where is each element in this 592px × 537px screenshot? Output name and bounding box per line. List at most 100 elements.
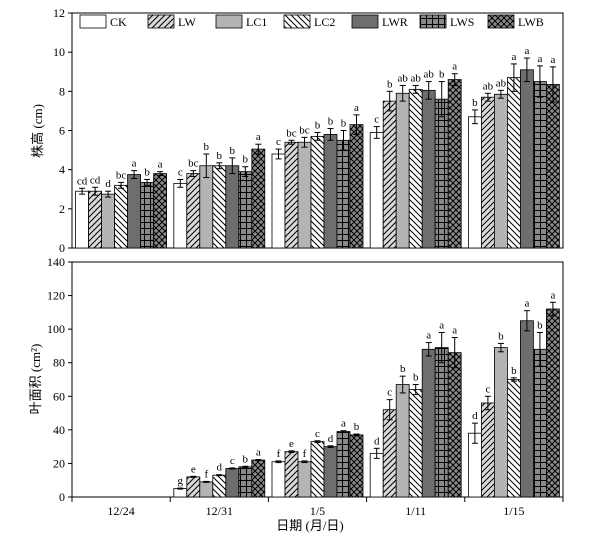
bar-lw-12-24 [88, 190, 102, 249]
bar-lc2-1-5 [310, 135, 325, 249]
significance-letter: b [243, 154, 249, 166]
legend-swatch-lw [147, 14, 175, 29]
significance-letter: a [256, 447, 261, 459]
significance-letter: a [537, 53, 542, 65]
significance-letter: b [472, 97, 478, 109]
bar-lwr-1-11 [421, 348, 436, 498]
bar-lws-12-31 [238, 171, 253, 249]
bar-lwb-12-31 [251, 459, 266, 498]
bar-lws-1-11 [434, 347, 449, 498]
x-tick-label: 1/5 [310, 504, 325, 518]
significance-letter: a [132, 158, 137, 170]
significance-letter: d [472, 410, 478, 422]
bar-ck-1-15 [467, 116, 482, 249]
significance-letter: a [158, 159, 163, 171]
significance-letter: b [511, 365, 517, 377]
significance-letter: c [230, 455, 235, 467]
bar-lws-12-31 [238, 466, 253, 498]
bar-ck-12-24 [75, 190, 89, 249]
bar-lwr-12-31 [225, 165, 240, 249]
bar-lc2-12-31 [212, 474, 227, 498]
bar-lc2-1-5 [310, 441, 325, 498]
bar-lc1-1-15 [493, 347, 508, 498]
significance-letter: cd [77, 175, 88, 187]
bar-lc2-1-15 [506, 379, 521, 498]
x-axis-title: 日期 (月/日) [276, 518, 344, 533]
significance-letter: b [328, 116, 334, 128]
significance-letter: b [537, 320, 543, 332]
bar-lwr-12-31 [225, 468, 240, 498]
y-tick-label: 6 [59, 124, 65, 138]
significance-letter: c [485, 383, 490, 395]
bar-lc1-1-5 [297, 461, 312, 498]
significance-letter: a [256, 131, 261, 143]
significance-letter: a [439, 320, 444, 332]
significance-letter: b [341, 118, 347, 130]
bar-ck-1-11 [369, 452, 384, 498]
significance-letter: c [276, 136, 281, 148]
bar-lw-1-11 [382, 409, 397, 498]
y-tick-label: 0 [59, 241, 65, 255]
significance-letter: b [439, 69, 445, 81]
significance-letter: a [511, 51, 516, 63]
bar-lw-12-31 [186, 476, 201, 498]
significance-letter: bc [286, 127, 297, 139]
bar-lc1-12-31 [199, 165, 214, 249]
y-tick-label: 60 [53, 389, 65, 403]
significance-letter: b [498, 330, 504, 342]
x-tick-label: 1/15 [503, 504, 524, 518]
bar-lwb-1-5 [349, 434, 364, 498]
significance-letter: b [315, 119, 321, 131]
bar-lc1-1-15 [493, 93, 508, 249]
bar-lwb-12-24 [153, 173, 168, 249]
legend-label-lws: LWS [450, 15, 474, 29]
legend-swatch-lwr [351, 14, 379, 29]
y-tick-label: 20 [53, 456, 65, 470]
bar-ck-12-31 [173, 488, 188, 498]
bar-lc1-1-11 [395, 92, 410, 249]
significance-letter: ab [424, 69, 435, 81]
bar-lws-12-24 [140, 181, 155, 249]
legend-label-lwr: LWR [382, 15, 408, 29]
bar-ck-1-5 [271, 461, 286, 498]
bar-lws-1-5 [336, 139, 351, 249]
significance-letter: f [204, 468, 208, 480]
bar-lwb-12-31 [251, 148, 266, 249]
significance-letter: b [387, 78, 393, 90]
significance-letter: b [243, 453, 249, 465]
bar-lw-1-15 [480, 96, 495, 249]
significance-letter: a [550, 289, 555, 301]
significance-letter: b [400, 363, 406, 375]
significance-letter: c [315, 428, 320, 440]
x-tick-label: 12/31 [206, 504, 233, 518]
bar-lw-12-31 [186, 173, 201, 249]
significance-letter: ab [411, 72, 422, 84]
x-axis: 12/24 12/31 1/5 1/11 1/15 [71, 497, 564, 518]
legend: CK LW LC1 LC2 LWR LWS LWB [79, 14, 544, 29]
significance-letter: a [341, 418, 346, 430]
significance-letter: a [354, 102, 359, 114]
y-tick-label: 80 [53, 356, 65, 370]
y-tick-label: 100 [47, 322, 65, 336]
bar-lws-1-5 [336, 431, 351, 498]
significance-letter: f [303, 448, 307, 460]
significance-letter: a [524, 298, 529, 310]
bar-lwr-1-15 [520, 320, 534, 498]
x-tick-label: 1/11 [405, 504, 426, 518]
bar-ck-1-11 [369, 132, 384, 249]
legend-swatch-lc1 [215, 14, 243, 29]
bar-lws-1-11 [434, 98, 449, 249]
legend-swatch-lws [419, 14, 447, 29]
y-axis-title-plant-height: 株高 (cm) [30, 104, 45, 158]
significance-letter: g [178, 475, 184, 487]
bar-lc2-1-11 [408, 88, 423, 249]
bar-lwb-1-11 [447, 352, 462, 498]
significance-letter: b [144, 166, 150, 178]
significance-letter: d [328, 433, 334, 445]
bar-lw-1-5 [284, 141, 299, 249]
y-tick-label: 120 [47, 289, 65, 303]
bar-lwr-1-15 [520, 69, 534, 249]
legend-label-lw: LW [178, 15, 196, 29]
